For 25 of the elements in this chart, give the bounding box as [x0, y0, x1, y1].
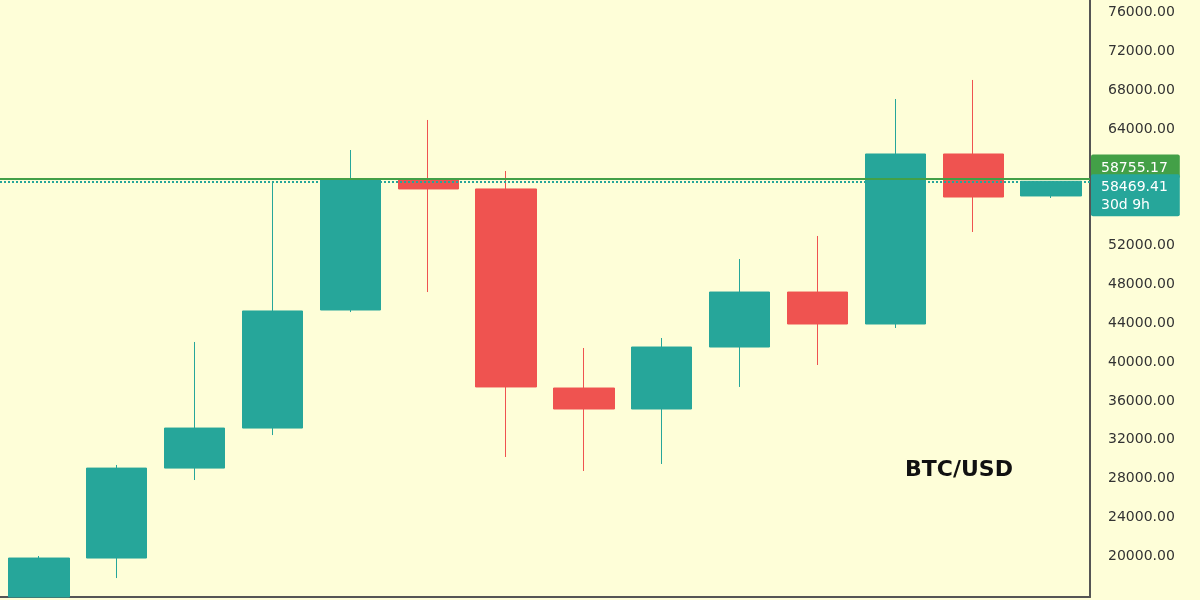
ref-line-label: 58755.17: [1101, 158, 1168, 175]
ref-line-label: 58469.41 30d 9h: [1101, 178, 1168, 213]
y-tick-label: 40000.00: [1108, 352, 1175, 369]
y-tick-label: 28000.00: [1108, 469, 1175, 486]
y-tick-label: 64000.00: [1108, 119, 1175, 136]
y-tick-label: 68000.00: [1108, 80, 1175, 97]
y-tick-label: 76000.00: [1108, 2, 1175, 19]
y-tick-label: 36000.00: [1108, 391, 1175, 408]
y-tick-label: 52000.00: [1108, 236, 1175, 253]
candlestick: [943, 79, 1004, 233]
candlestick: [475, 170, 537, 458]
y-tick-label: 24000.00: [1108, 508, 1175, 525]
y-tick-label: 32000.00: [1108, 430, 1175, 447]
candlestick: [631, 337, 692, 465]
candlestick: [787, 235, 848, 366]
candlestick: [709, 258, 770, 388]
y-tick-label: 20000.00: [1108, 547, 1175, 564]
candlestick: [553, 347, 615, 472]
candlestick: [8, 555, 70, 598]
y-tick-label: 48000.00: [1108, 275, 1175, 291]
y-tick-label: 44000.00: [1108, 313, 1175, 330]
candlestick: [86, 464, 147, 579]
annotation: BTC/USD: [905, 455, 1013, 481]
candlestick: [164, 341, 225, 481]
y-tick-label: 72000.00: [1108, 41, 1175, 58]
